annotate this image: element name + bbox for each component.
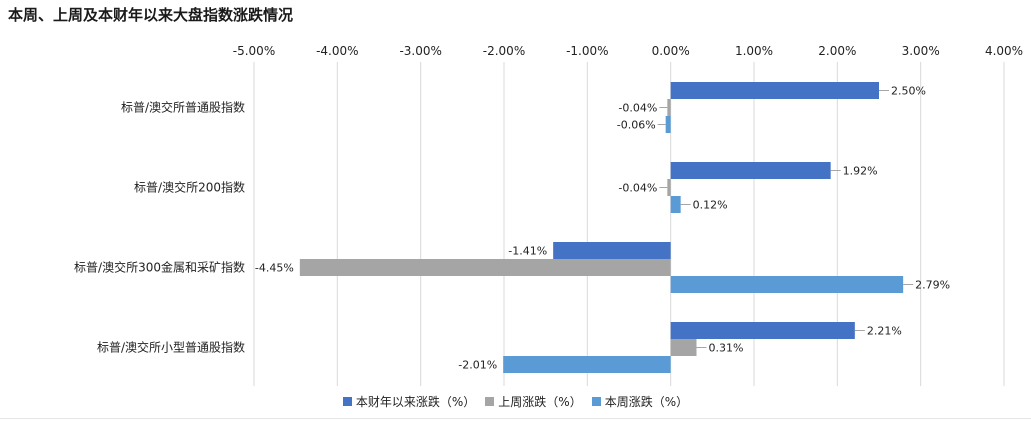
x-tick-label: 2.00% <box>818 44 856 58</box>
chart-title: 本周、上周及本财年以来大盘指数涨跌情况 <box>8 6 294 24</box>
x-tick-label: -4.00% <box>316 44 358 58</box>
x-tick-label: 3.00% <box>902 44 940 58</box>
data-labels: 2.50% 1.92% -1.41% 2.21% -0.04% -0.04% -4.45% 0… <box>255 85 950 372</box>
bar <box>670 196 681 213</box>
legend: 本财年以来涨跌（%） 上周涨跌（%） 本周涨跌（%） <box>0 393 1031 410</box>
bar <box>670 322 855 339</box>
bar <box>670 162 831 179</box>
x-tick-label: -5.00% <box>233 44 275 58</box>
legend-swatch <box>342 397 352 406</box>
category-label: 标普/澳交所小型普通股指数 <box>97 340 245 355</box>
bar <box>667 99 671 116</box>
data-label: 2.79% <box>915 279 950 292</box>
bar <box>667 179 671 196</box>
category-label: 标普/澳交所普通股指数 <box>121 100 245 115</box>
category-label: 标普/澳交所300金属和采矿指数 <box>74 260 245 275</box>
category-label: 标普/澳交所200指数 <box>134 180 245 195</box>
category-labels: 标普/澳交所普通股指数标普/澳交所200指数标普/澳交所300金属和采矿指数标普… <box>74 100 245 355</box>
data-label: 0.12% <box>693 199 728 212</box>
x-tick-label: 1.00% <box>735 44 773 58</box>
data-label: 2.21% <box>867 325 902 338</box>
bars <box>299 82 904 373</box>
legend-label: 本周涨跌（%） <box>604 395 689 409</box>
data-label: -0.04% <box>618 102 657 115</box>
data-label: -0.06% <box>617 119 656 132</box>
data-label: 1.92% <box>843 165 878 178</box>
legend-item: 本财年以来涨跌（%） <box>342 393 476 410</box>
legend-item: 本周涨跌（%） <box>591 393 689 410</box>
bar-chart: -5.00% -4.00% -3.00% -2.00% -1.00% 0.00% 1.00%… <box>74 44 1023 386</box>
data-label: 2.50% <box>891 85 926 98</box>
x-tick-label: -1.00% <box>566 44 608 58</box>
data-label: -4.45% <box>255 262 294 275</box>
legend-item: 上周涨跌（%） <box>485 393 582 410</box>
x-tick-label: 0.00% <box>652 44 690 58</box>
legend-label: 本财年以来涨跌（%） <box>355 395 476 409</box>
bar <box>299 259 671 276</box>
legend-swatch <box>485 397 495 406</box>
bar <box>553 242 671 259</box>
bar <box>503 356 671 373</box>
data-label: -1.41% <box>508 245 547 258</box>
legend-swatch <box>591 397 601 406</box>
data-label: 0.31% <box>709 342 744 355</box>
legend-label: 上周涨跌（%） <box>498 395 582 409</box>
x-tick-label: -2.00% <box>483 44 525 58</box>
data-label: -0.04% <box>618 182 657 195</box>
data-label: -2.01% <box>458 359 497 372</box>
bar <box>670 339 697 356</box>
bottom-divider <box>0 418 1031 419</box>
bar <box>670 276 904 293</box>
x-axis-ticks: -5.00% -4.00% -3.00% -2.00% -1.00% 0.00% 1.00%… <box>233 44 1023 58</box>
x-tick-label: -3.00% <box>399 44 441 58</box>
bar <box>665 116 671 133</box>
x-tick-label: 4.00% <box>985 44 1023 58</box>
bar <box>670 82 879 99</box>
